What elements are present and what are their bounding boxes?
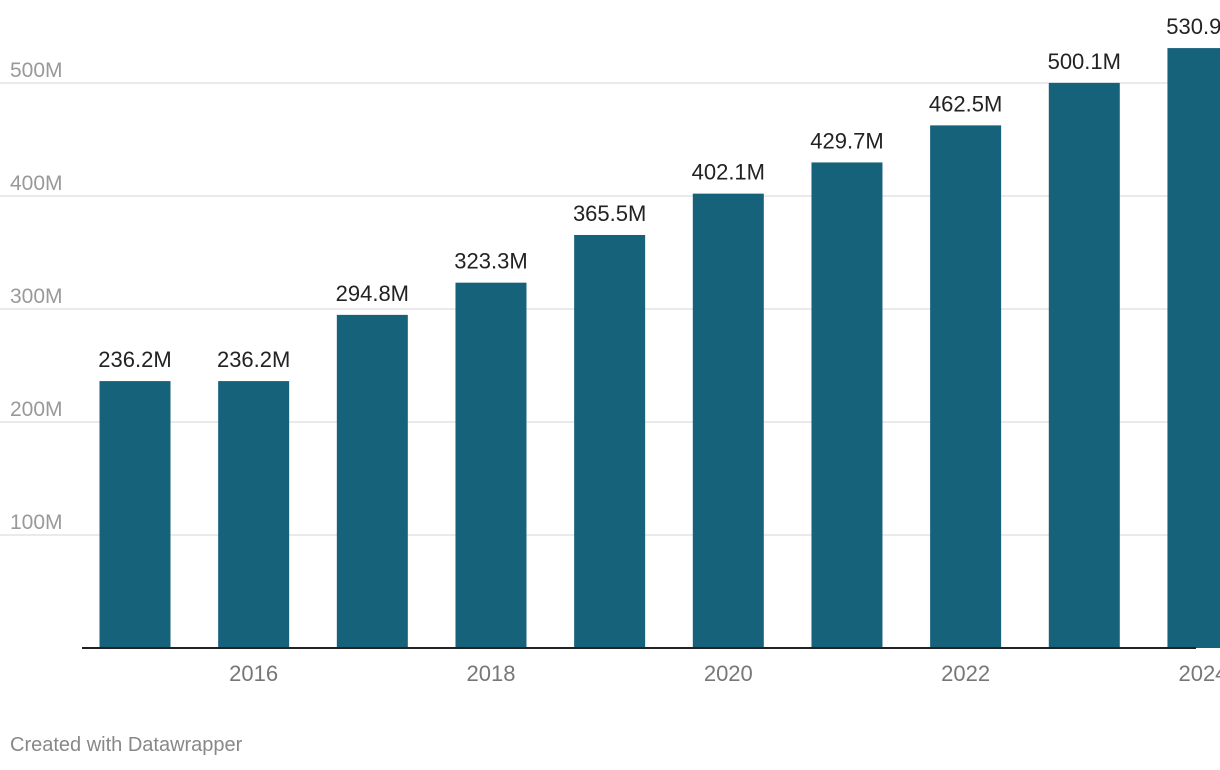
data-label: 236.2M bbox=[217, 347, 290, 372]
x-tick-label: 2018 bbox=[467, 661, 516, 686]
data-label: 294.8M bbox=[336, 281, 409, 306]
data-label: 236.2M bbox=[98, 347, 171, 372]
bar-2024 bbox=[1167, 48, 1220, 648]
bar-chart: 100M 200M 300M 400M 500M 236.2M 236.2M 294.8M 3… bbox=[0, 14, 1220, 686]
x-axis-labels: 2016 2018 2020 2022 2024 bbox=[229, 661, 1220, 686]
y-tick-label: 500M bbox=[10, 59, 63, 82]
x-tick-label: 2016 bbox=[229, 661, 278, 686]
bar-2016 bbox=[218, 381, 290, 648]
data-label: 323.3M bbox=[454, 249, 527, 274]
y-tick-label: 200M bbox=[10, 398, 63, 421]
data-label: 500.1M bbox=[1048, 49, 1121, 74]
y-tick-label: 300M bbox=[10, 285, 63, 308]
bar-2023 bbox=[1048, 82, 1120, 648]
bar-2020 bbox=[692, 193, 764, 648]
data-labels: 236.2M 236.2M 294.8M 323.3M 365.5M 402.1M 429.… bbox=[98, 14, 1220, 372]
bar-2015 bbox=[99, 381, 171, 648]
bar-2021 bbox=[811, 162, 883, 648]
bar-2018 bbox=[455, 282, 527, 648]
data-label: 462.5M bbox=[929, 91, 1002, 116]
bars bbox=[99, 48, 1220, 649]
bar-2022 bbox=[930, 125, 1002, 648]
footer-credit: Created with Datawrapper bbox=[10, 734, 243, 756]
bar-2017 bbox=[336, 314, 408, 648]
x-tick-label: 2022 bbox=[941, 661, 990, 686]
y-tick-label: 100M bbox=[10, 511, 63, 534]
y-tick-label: 400M bbox=[10, 172, 63, 195]
data-label: 365.5M bbox=[573, 201, 646, 226]
data-label: 429.7M bbox=[810, 128, 883, 153]
data-label: 530.9M bbox=[1166, 14, 1220, 39]
data-label: 402.1M bbox=[692, 160, 765, 185]
bar-2019 bbox=[574, 234, 646, 649]
x-tick-label: 2020 bbox=[704, 661, 753, 686]
x-tick-label: 2024 bbox=[1178, 661, 1220, 686]
y-axis-labels: 100M 200M 300M 400M 500M bbox=[10, 59, 63, 534]
